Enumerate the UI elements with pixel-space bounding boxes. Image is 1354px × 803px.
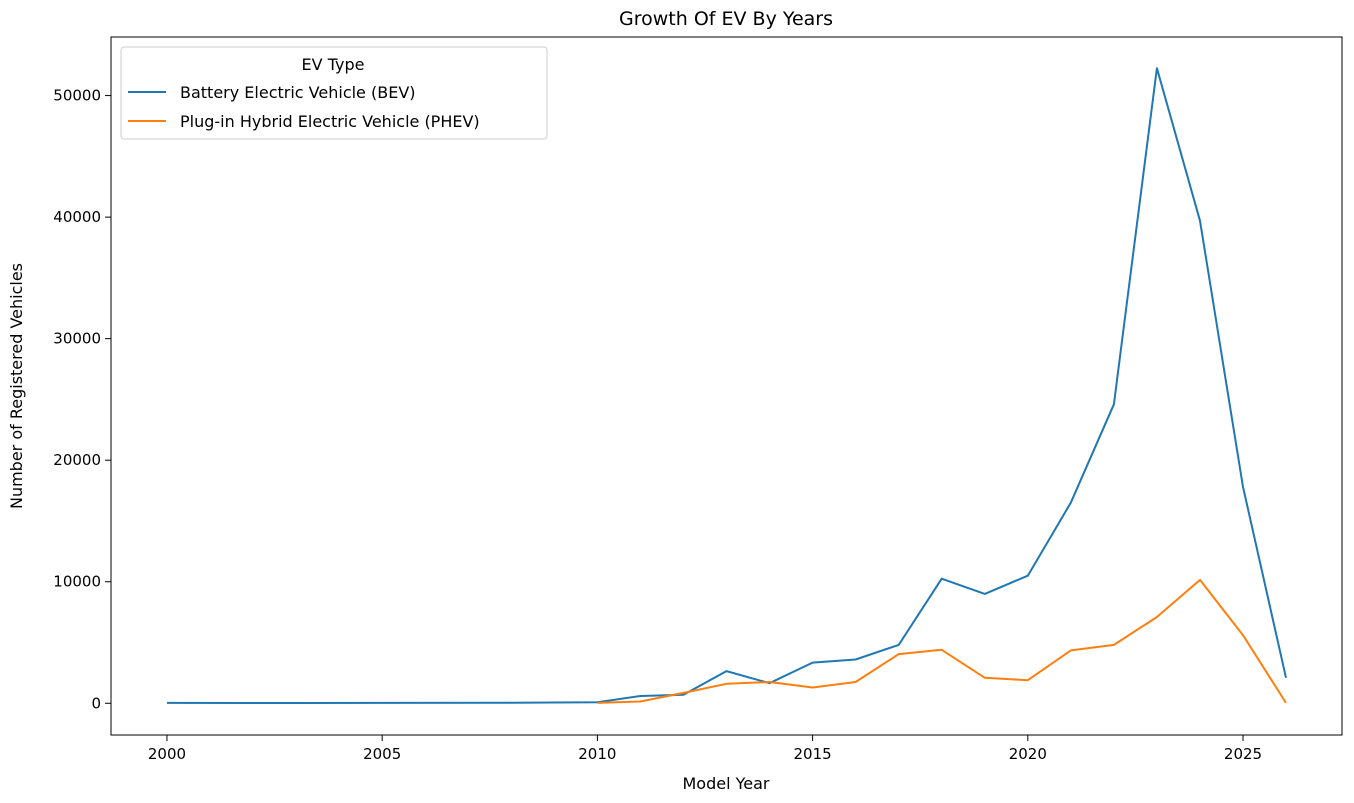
x-tick-label: 2020: [1009, 745, 1047, 763]
legend: EV Type Battery Electric Vehicle (BEV) P…: [120, 46, 548, 140]
y-axis-label: Number of Registered Vehicles: [7, 263, 26, 509]
y-axis-ticks: 0 10000 20000 30000 40000 50000: [53, 87, 111, 712]
x-tick-label: 2010: [578, 745, 616, 763]
chart-title: Growth Of EV By Years: [619, 8, 833, 30]
x-tick-label: 2000: [148, 745, 186, 763]
y-tick-label: 40000: [53, 208, 101, 226]
y-tick-label: 0: [91, 694, 101, 712]
legend-label-bev: Battery Electric Vehicle (BEV): [180, 83, 416, 102]
x-tick-label: 2015: [793, 745, 831, 763]
series-layer: [166, 67, 1287, 704]
x-axis-label: Model Year: [683, 774, 770, 793]
legend-box: [120, 46, 548, 140]
legend-label-phev: Plug-in Hybrid Electric Vehicle (PHEV): [180, 112, 480, 131]
series-line-bev: [166, 67, 1287, 704]
y-tick-label: 20000: [53, 451, 101, 469]
y-tick-label: 10000: [53, 573, 101, 591]
y-tick-label: 50000: [53, 87, 101, 105]
x-tick-label: 2005: [363, 745, 401, 763]
x-tick-label: 2025: [1224, 745, 1262, 763]
plot-frame: [110, 36, 1343, 736]
legend-title: EV Type: [302, 55, 365, 74]
y-tick-label: 30000: [53, 330, 101, 348]
x-axis-ticks: 2000 2005 2010 2015 2020 2025: [148, 735, 1262, 763]
series-line-phev: [597, 578, 1287, 704]
